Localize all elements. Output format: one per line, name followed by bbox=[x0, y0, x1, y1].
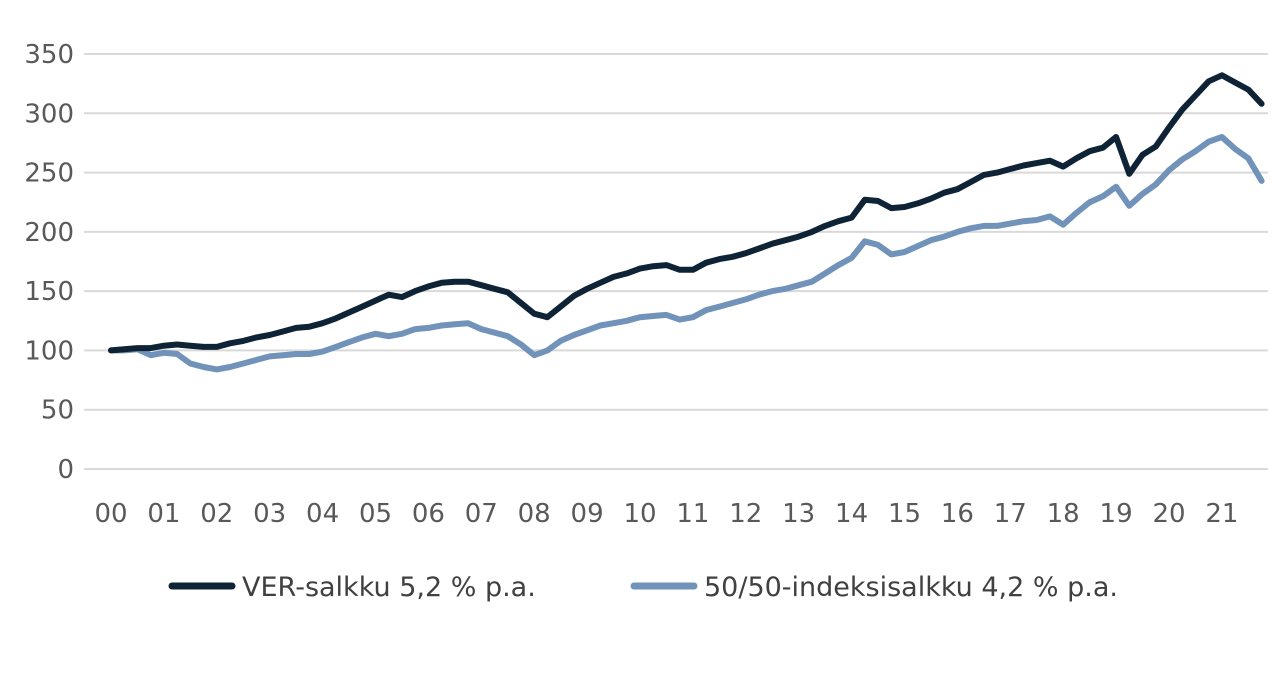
x-tick-label: 14 bbox=[835, 499, 868, 529]
y-tick-label: 0 bbox=[57, 455, 74, 485]
x-tick-label: 02 bbox=[200, 499, 233, 529]
gridlines bbox=[84, 53, 1268, 470]
x-tick-label: 12 bbox=[729, 499, 762, 529]
x-tick-label: 21 bbox=[1205, 499, 1238, 529]
x-tick-label: 05 bbox=[359, 499, 392, 529]
y-axis-tick-labels: 0 50 100 150 200 250 300 350 bbox=[24, 40, 74, 485]
x-tick-label: 00 bbox=[94, 499, 127, 529]
y-tick-label: 200 bbox=[24, 218, 74, 248]
x-tick-label: 18 bbox=[1047, 499, 1080, 529]
y-tick-label: 350 bbox=[24, 40, 74, 70]
x-tick-label: 11 bbox=[676, 499, 709, 529]
x-tick-label: 07 bbox=[465, 499, 498, 529]
x-tick-label: 06 bbox=[412, 499, 445, 529]
x-tick-label: 03 bbox=[253, 499, 286, 529]
y-tick-label: 100 bbox=[24, 336, 74, 366]
y-tick-label: 250 bbox=[24, 159, 74, 189]
x-tick-label: 19 bbox=[1100, 499, 1133, 529]
y-tick-label: 300 bbox=[24, 99, 74, 129]
x-axis-tick-labels: 00 01 02 03 04 05 06 07 08 09 10 11 12 13 14 15 16 17 18 19… bbox=[94, 499, 1238, 529]
y-tick-label: 150 bbox=[24, 277, 74, 307]
x-tick-label: 10 bbox=[623, 499, 656, 529]
x-tick-label: 13 bbox=[782, 499, 815, 529]
x-tick-label: 17 bbox=[994, 499, 1027, 529]
x-tick-label: 15 bbox=[888, 499, 921, 529]
x-tick-label: 16 bbox=[941, 499, 974, 529]
legend-label-ver-salkku: VER-salkku 5,2 % p.a. bbox=[242, 572, 536, 603]
series-line-indeksisalkku bbox=[108, 134, 1265, 373]
x-tick-label: 01 bbox=[147, 499, 180, 529]
legend-label-indeksisalkku: 50/50-indeksisalkku 4,2 % p.a. bbox=[704, 572, 1118, 603]
x-tick-label: 20 bbox=[1152, 499, 1185, 529]
y-tick-label: 50 bbox=[41, 396, 74, 426]
series-line-ver-salkku bbox=[108, 72, 1265, 354]
x-tick-label: 04 bbox=[306, 499, 339, 529]
legend: VER-salkku 5,2 % p.a. 50/50-indeksisalkk… bbox=[168, 572, 1118, 603]
data-series bbox=[108, 72, 1265, 373]
x-tick-label: 08 bbox=[518, 499, 551, 529]
x-tick-label: 09 bbox=[571, 499, 604, 529]
